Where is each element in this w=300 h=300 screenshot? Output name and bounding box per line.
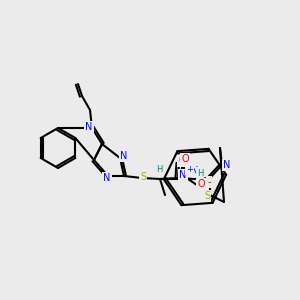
Text: N: N [85, 122, 93, 132]
Text: O: O [181, 154, 189, 164]
Text: H: H [156, 164, 162, 173]
Text: N: N [103, 173, 111, 183]
Text: -: - [207, 177, 211, 187]
Text: N: N [191, 166, 199, 176]
Text: +: + [186, 165, 193, 174]
Text: N: N [179, 170, 187, 180]
Text: H: H [197, 169, 203, 178]
Text: S: S [204, 191, 210, 201]
Text: S: S [140, 172, 146, 182]
Text: O: O [197, 179, 205, 189]
Text: N: N [223, 160, 231, 170]
Text: N: N [120, 151, 128, 161]
Text: O: O [178, 156, 186, 166]
